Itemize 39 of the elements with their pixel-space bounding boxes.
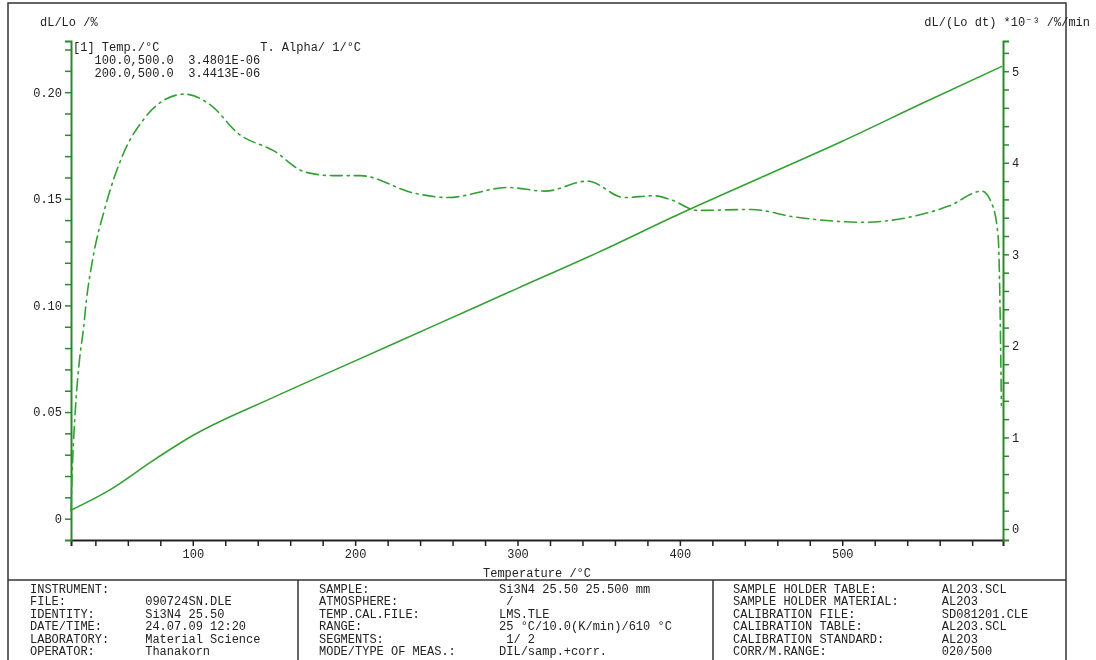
text: SEGMENTS: 1/ 2 bbox=[319, 632, 536, 647]
y-tick-label: 0.10 bbox=[33, 299, 62, 314]
x-tick-label: 200 bbox=[344, 547, 367, 562]
x-tick-label: 300 bbox=[507, 547, 529, 562]
y-tick-label: 0.05 bbox=[33, 406, 62, 421]
text: IDENTITY: Si3N4 25.50 bbox=[30, 607, 225, 622]
text: SAMPLE: Si3N4 25.50 25.500 mm bbox=[319, 583, 651, 597]
x-axis-title: Temperature /°C bbox=[482, 567, 592, 581]
y2-tick-label: 3 bbox=[1012, 248, 1020, 263]
y-tick-label: 0.20 bbox=[33, 86, 62, 101]
y-tick-label: 0 bbox=[54, 513, 62, 528]
text: FILE: 090724SN.DLE bbox=[30, 595, 232, 610]
x-tick-label: 100 bbox=[182, 547, 205, 562]
annotation: 200.0,500.0 3.4413E-06 bbox=[73, 67, 261, 81]
annotation: 100.0,500.0 3.4801E-06 bbox=[73, 54, 261, 68]
text: CALIBRATION STANDARD: AL2O3 bbox=[733, 632, 978, 647]
annotation: [1] Temp./°C T. Alpha/ 1/°C bbox=[73, 41, 362, 55]
y-tick-label: 0.15 bbox=[33, 193, 62, 208]
text: ATMOSPHERE: / bbox=[319, 595, 514, 610]
y2-tick-label: 4 bbox=[1012, 157, 1020, 172]
text: INSTRUMENT: bbox=[30, 583, 110, 597]
text: SAMPLE HOLDER MATERIAL: AL2O3 bbox=[733, 595, 978, 610]
text: TEMP.CAL.FILE: LMS.TLE bbox=[319, 607, 550, 622]
text: CORR/M.RANGE: 020/500 bbox=[733, 645, 993, 659]
text: CALIBRATION TABLE: AL2O3.SCL bbox=[733, 620, 1007, 635]
text: OPERATOR: Thanakorn bbox=[30, 645, 211, 659]
x-tick-label: 500 bbox=[831, 547, 854, 562]
y2-tick-label: 1 bbox=[1012, 431, 1020, 446]
text: DATE/TIME: 24.07.09 12:20 bbox=[30, 620, 247, 635]
text: MODE/TYPE OF MEAS.: DIL/samp.+corr. bbox=[319, 645, 608, 659]
text: RANGE: 25 °C/10.0(K/min)/610 °C bbox=[319, 620, 672, 635]
x-tick-label: 400 bbox=[669, 547, 692, 562]
y2-tick-label: 2 bbox=[1012, 340, 1020, 355]
y2-tick-label: 5 bbox=[1012, 65, 1020, 80]
text: LABORATORY: Material Science bbox=[30, 632, 261, 647]
y-axis-title: dL/Lo /% bbox=[40, 16, 99, 30]
text: SAMPLE HOLDER TABLE: AL2O3.SCL bbox=[733, 583, 1007, 597]
text: CALIBRATION FILE: SD081201.CLE bbox=[733, 607, 1029, 622]
y2-tick-label: 0 bbox=[1012, 523, 1020, 538]
